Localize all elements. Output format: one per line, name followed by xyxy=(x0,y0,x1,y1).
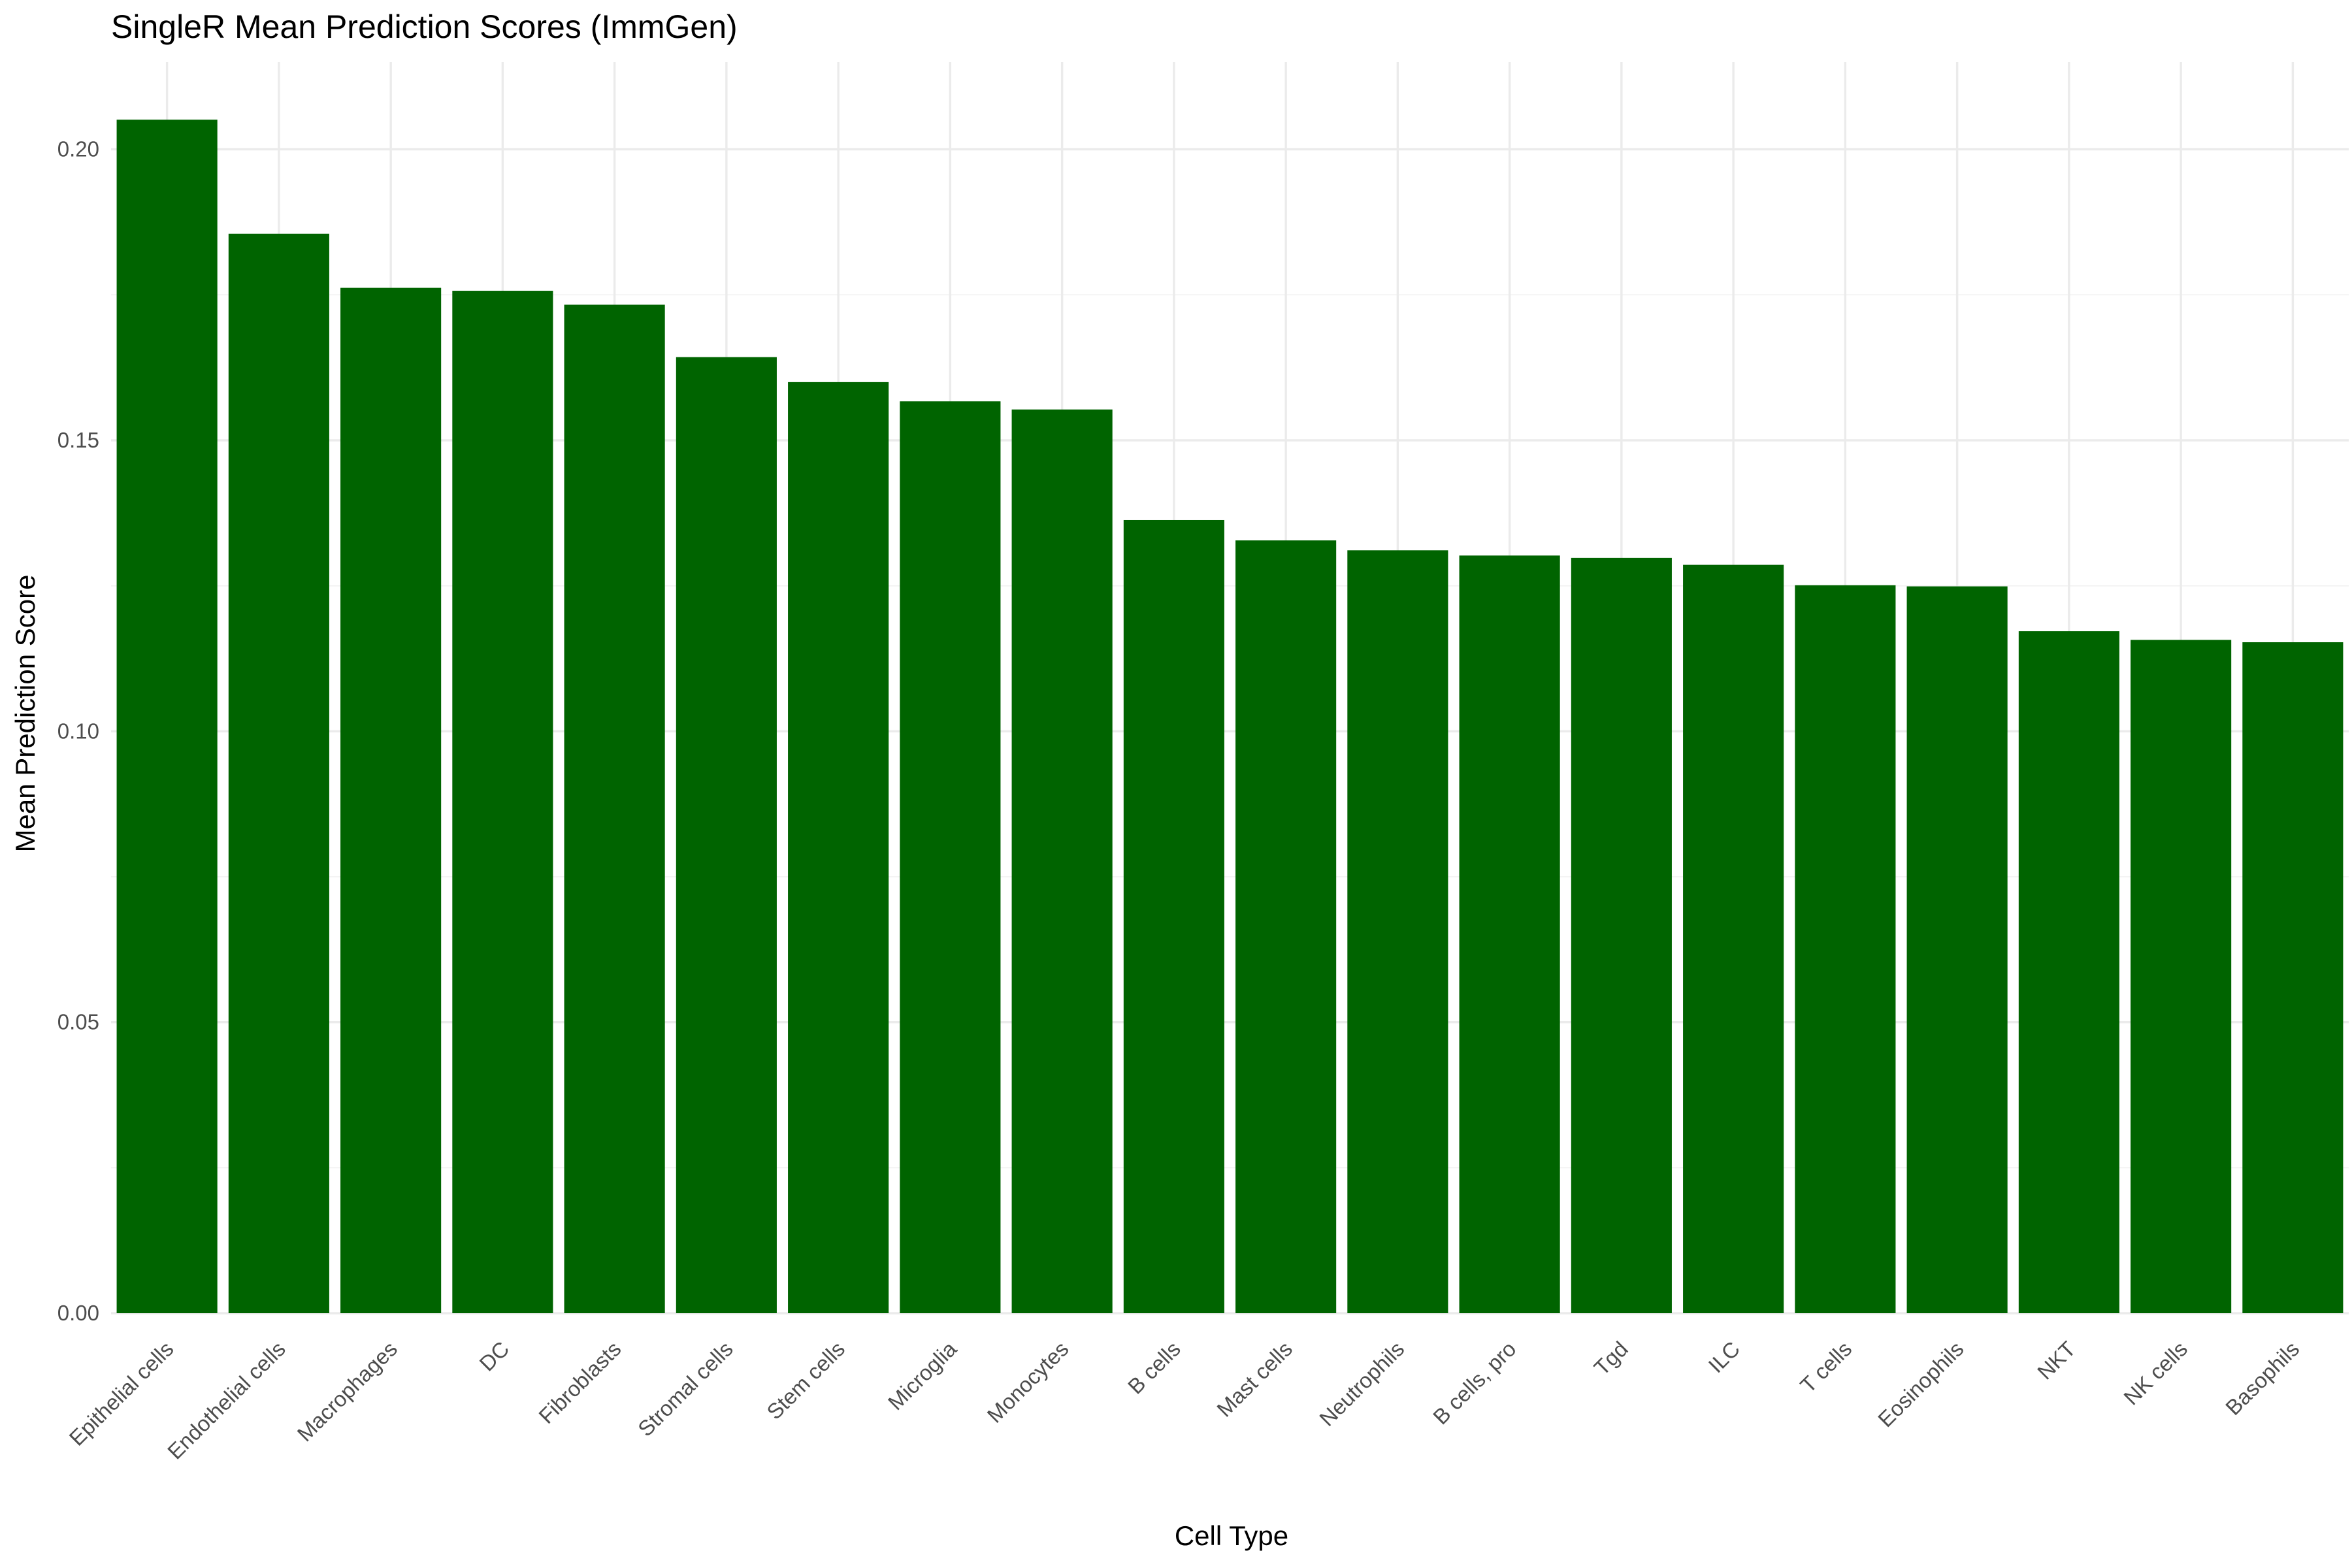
y-tick-label: 0.00 xyxy=(57,1301,99,1325)
bar xyxy=(900,401,1001,1313)
x-tick-label: Stromal cells xyxy=(633,1337,738,1441)
x-tick-label: Basophils xyxy=(2221,1337,2304,1420)
x-tick-label: Mast cells xyxy=(1212,1337,1297,1422)
x-tick-label: Neutrophils xyxy=(1315,1337,1409,1431)
grid xyxy=(111,62,2349,1315)
x-tick-label: ILC xyxy=(1704,1337,1744,1377)
bar xyxy=(1123,519,1224,1314)
x-tick-label: B cells, pro xyxy=(1428,1337,1521,1429)
x-tick-label: Epithelial cells xyxy=(65,1337,178,1450)
bar xyxy=(788,382,889,1313)
bar xyxy=(2242,642,2344,1313)
y-tick-label: 0.10 xyxy=(57,719,99,743)
y-tick-label: 0.20 xyxy=(57,137,99,161)
x-axis-title: Cell Type xyxy=(1175,1520,1288,1551)
chart-title: SingleR Mean Prediction Scores (ImmGen) xyxy=(111,8,738,45)
x-tick-label: T cells xyxy=(1795,1337,1856,1397)
bar xyxy=(452,291,553,1313)
y-tick-label: 0.15 xyxy=(57,428,99,452)
bar xyxy=(1906,586,2008,1314)
bar xyxy=(2131,640,2232,1313)
y-axis-title: Mean Prediction Score xyxy=(10,575,41,853)
bar xyxy=(1795,585,1896,1313)
x-tick-label: Endothelial cells xyxy=(163,1337,290,1464)
bar xyxy=(1683,564,1784,1314)
bar xyxy=(1571,557,1672,1313)
x-tick-label: Microglia xyxy=(883,1336,962,1414)
y-axis-ticks: 0.00 0.05 0.10 0.15 0.20 xyxy=(57,137,99,1325)
bar xyxy=(340,287,442,1313)
x-tick-label: Tgd xyxy=(1589,1337,1632,1380)
bars xyxy=(116,120,2344,1314)
x-tick-label: NK cells xyxy=(2119,1337,2192,1410)
bar xyxy=(1459,555,1560,1313)
x-tick-label: Stem cells xyxy=(762,1337,849,1424)
x-tick-label: NKT xyxy=(2033,1337,2080,1384)
x-tick-label: B cells xyxy=(1123,1337,1185,1399)
bar xyxy=(564,304,665,1314)
y-tick-label: 0.05 xyxy=(57,1010,99,1034)
x-tick-label: Fibroblasts xyxy=(534,1337,625,1428)
bar xyxy=(1011,409,1113,1313)
bar xyxy=(676,357,777,1313)
bar xyxy=(228,233,329,1313)
x-tick-label: Monocytes xyxy=(983,1337,1073,1428)
bar xyxy=(1235,540,1337,1313)
bar xyxy=(116,120,218,1313)
x-tick-label: DC xyxy=(474,1337,514,1376)
x-tick-label: Macrophages xyxy=(293,1337,402,1446)
bar xyxy=(2018,631,2119,1314)
x-tick-label: Eosinophils xyxy=(1873,1337,1968,1432)
bar xyxy=(1347,550,1448,1313)
